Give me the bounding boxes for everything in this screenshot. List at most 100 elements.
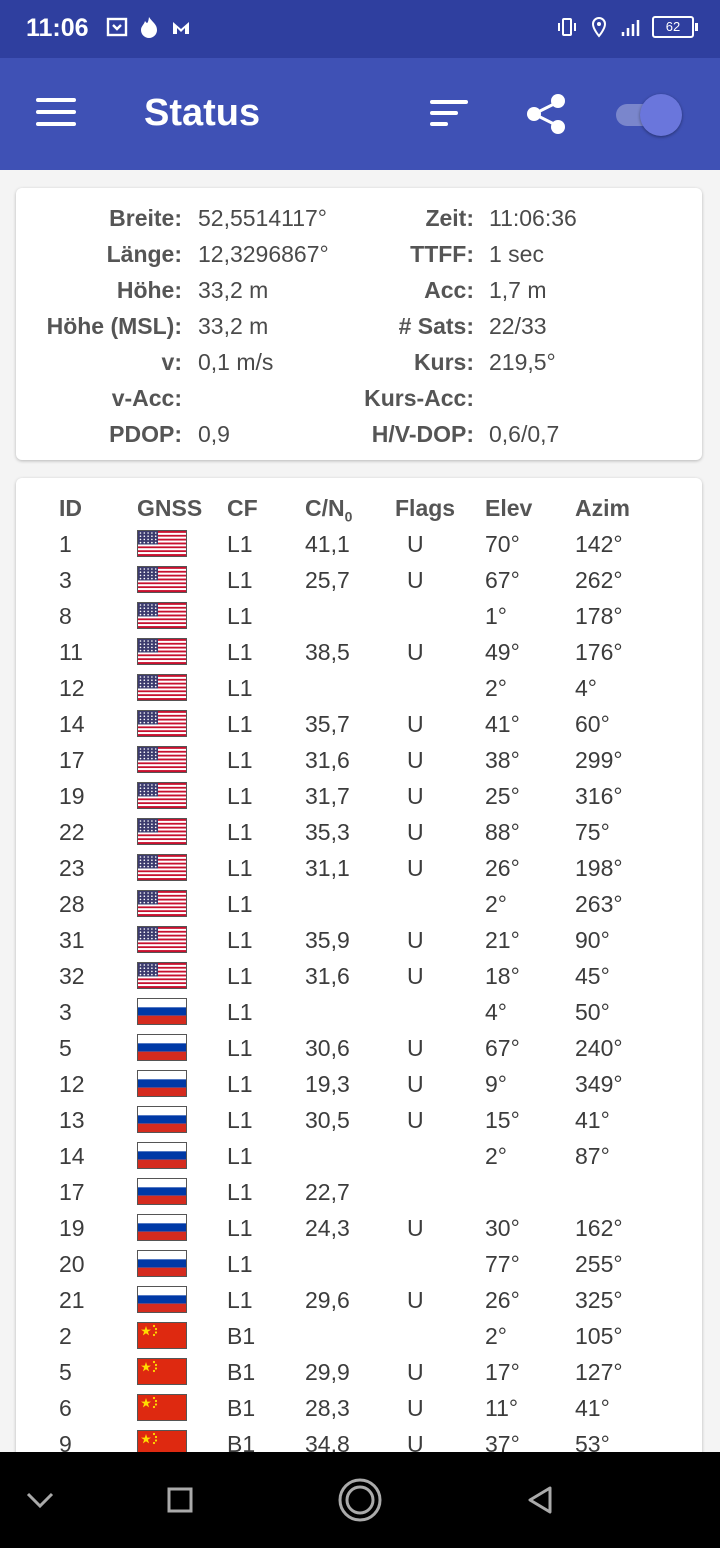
table-row: 28 L1 2° 263°: [16, 886, 702, 922]
cell-cf: L1: [227, 1179, 253, 1205]
cell-id: 22: [59, 819, 85, 845]
cell-elev: 70°: [485, 531, 520, 557]
cell-id: 12: [59, 1071, 85, 1097]
info-value: 12,3296867°: [198, 241, 329, 267]
cell-id: 19: [59, 1215, 85, 1241]
vibrate-icon: [558, 18, 576, 36]
cell-elev: 88°: [485, 819, 520, 845]
info-label: v-Acc:: [111, 385, 182, 411]
table-header: ID GNSS CF C/N0 Flags Elev Azim: [16, 490, 702, 526]
table-row: 23 L1 31,1 U 26° 198°: [16, 850, 702, 886]
cell-cn: 38,5: [305, 639, 350, 665]
cell-elev: 41°: [485, 711, 520, 737]
cell-cf: L1: [227, 1287, 253, 1313]
china-flag-icon: [137, 1358, 187, 1385]
cell-azim: 255°: [575, 1251, 623, 1277]
cell-azim: 299°: [575, 747, 623, 773]
table-row: 11 L1 38,5 U 49° 176°: [16, 634, 702, 670]
download-box-icon: [106, 17, 128, 37]
cell-cn: 30,6: [305, 1035, 350, 1061]
home-circle-icon[interactable]: [334, 1474, 386, 1526]
info-row: Länge: 12,3296867° TTFF: 1 sec: [16, 236, 702, 272]
info-label: v:: [161, 349, 182, 375]
russia-flag-icon: [137, 1250, 187, 1277]
cell-id: 1: [59, 531, 72, 557]
cell-cn: 41,1: [305, 531, 350, 557]
cell-id: 23: [59, 855, 85, 881]
cell-id: 17: [59, 1179, 85, 1205]
cell-cf: L1: [227, 927, 253, 953]
cell-azim: 142°: [575, 531, 623, 557]
table-row: 17 L1 31,6 U 38° 299°: [16, 742, 702, 778]
info-value: 0,6/0,7: [489, 421, 560, 447]
cell-elev: 49°: [485, 639, 520, 665]
cell-azim: 162°: [575, 1215, 623, 1241]
cell-cf: L1: [227, 675, 253, 701]
table-row: 31 L1 35,9 U 21° 90°: [16, 922, 702, 958]
info-value: 33,2 m: [198, 277, 269, 303]
header-cf: CF: [227, 495, 258, 521]
cell-id: 20: [59, 1251, 85, 1277]
cell-azim: 263°: [575, 891, 623, 917]
cell-azim: 60°: [575, 711, 610, 737]
cell-elev: 21°: [485, 927, 520, 953]
cell-elev: 2°: [485, 1143, 507, 1169]
sort-icon-line: [430, 100, 468, 104]
cell-azim: 178°: [575, 603, 623, 629]
info-row: v-Acc: Kurs-Acc:: [16, 380, 702, 416]
cell-elev: 67°: [485, 567, 520, 593]
cell-id: 13: [59, 1107, 85, 1133]
page-title: Status: [144, 92, 261, 134]
cell-flags: U: [407, 855, 424, 881]
sort-button[interactable]: [430, 100, 470, 130]
us-flag-icon: [137, 566, 187, 593]
info-label: Höhe:: [116, 277, 182, 303]
cell-cf: L1: [227, 891, 253, 917]
cell-azim: 4°: [575, 675, 597, 701]
battery-indicator: 62: [652, 16, 698, 38]
system-status-bar: 11:06 62: [0, 0, 720, 58]
us-flag-icon: [137, 962, 187, 989]
table-row: 12 L1 2° 4°: [16, 670, 702, 706]
us-flag-icon: [137, 854, 187, 881]
cell-azim: 41°: [575, 1107, 610, 1133]
us-flag-icon: [137, 782, 187, 809]
cell-azim: 90°: [575, 927, 610, 953]
info-row: v: 0,1 m/s Kurs: 219,5°: [16, 344, 702, 380]
us-flag-icon: [137, 818, 187, 845]
cell-cn: 31,6: [305, 747, 350, 773]
recents-square-icon[interactable]: [158, 1478, 202, 1522]
table-row: 22 L1 35,3 U 88° 75°: [16, 814, 702, 850]
back-triangle-icon[interactable]: [518, 1478, 562, 1522]
cell-id: 21: [59, 1287, 85, 1313]
back-chevron-icon[interactable]: [18, 1478, 62, 1522]
info-label: Höhe (MSL):: [46, 313, 182, 339]
info-label: H/V-DOP:: [371, 421, 474, 447]
table-row: 8 L1 1° 178°: [16, 598, 702, 634]
cell-cf: L1: [227, 783, 253, 809]
table-row: 1 L1 41,1 U 70° 142°: [16, 526, 702, 562]
cell-cn: 35,7: [305, 711, 350, 737]
cell-id: 3: [59, 999, 72, 1025]
tracking-toggle[interactable]: [616, 94, 682, 136]
cell-cn: 28,3: [305, 1395, 350, 1421]
cell-cn: 24,3: [305, 1215, 350, 1241]
table-row: 21 L1 29,6 U 26° 325°: [16, 1282, 702, 1318]
cell-cf: L1: [227, 639, 253, 665]
cell-cn: 31,6: [305, 963, 350, 989]
cell-elev: 26°: [485, 1287, 520, 1313]
cell-id: 12: [59, 675, 85, 701]
info-value: 0,9: [198, 421, 230, 447]
sort-icon-line: [430, 122, 448, 126]
share-icon[interactable]: [522, 90, 570, 138]
cell-cf: L1: [227, 1107, 253, 1133]
cell-azim: 198°: [575, 855, 623, 881]
cell-cf: L1: [227, 999, 253, 1025]
cell-azim: 41°: [575, 1395, 610, 1421]
cell-cn: 30,5: [305, 1107, 350, 1133]
us-flag-icon: [137, 926, 187, 953]
cell-flags: U: [407, 1431, 424, 1457]
header-id: ID: [59, 495, 82, 521]
cell-cf: L1: [227, 747, 253, 773]
menu-button[interactable]: [36, 98, 76, 128]
